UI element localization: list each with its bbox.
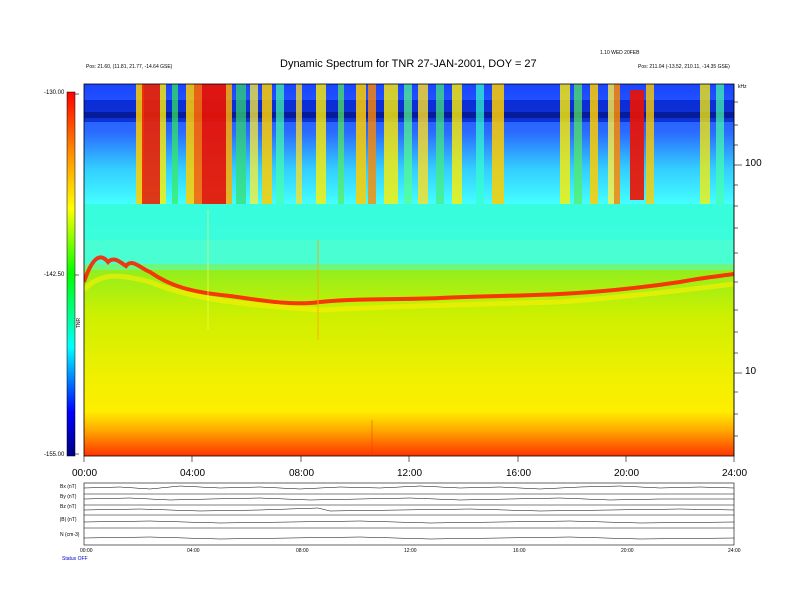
freq-axis-unit: kHz [738, 84, 747, 90]
time-tick-2400: 24:00 [722, 468, 748, 479]
panel-time-0000: 00:00 [80, 548, 93, 554]
series-btot [83, 520, 735, 524]
panel-label-by: By (nT) [60, 494, 77, 500]
footer-status: Status OFF [62, 556, 88, 562]
panel-label-n: N (cm-3) [60, 532, 80, 538]
panel-time-1200: 12:00 [404, 548, 417, 554]
time-tick-0800: 08:00 [289, 468, 315, 479]
freq-tick-100: 100 [745, 158, 762, 169]
panel-time-2400: 24:00 [728, 548, 741, 554]
panel-label-btot: |B| (nT) [60, 517, 77, 523]
time-tick-0000: 00:00 [72, 468, 98, 479]
header-right-line1: 1.10 WED 20FEB [600, 50, 640, 56]
time-tick-0400: 04:00 [180, 468, 206, 479]
burst-columns [136, 84, 724, 204]
header-right-position: Pos: 211.04 (-13.52, 210.11, -14.35 GSE) [638, 64, 730, 70]
colorbar [66, 91, 76, 457]
time-tick-1600: 16:00 [506, 468, 532, 479]
chart-title: Dynamic Spectrum for TNR 27-JAN-2001, DO… [280, 58, 537, 70]
panel-time-1600: 16:00 [513, 548, 526, 554]
plasma-line [84, 255, 734, 306]
spectrogram [84, 84, 734, 456]
bottom-panels [83, 482, 735, 546]
series-by [83, 497, 734, 501]
time-tick-2000: 20:00 [614, 468, 640, 479]
freq-tick-10: 10 [745, 366, 757, 377]
colorbar-tick-mid: -142.50 [44, 272, 65, 278]
time-axis [83, 456, 735, 462]
series-n [83, 536, 735, 540]
colorbar-tick-top: -130.00 [44, 90, 65, 96]
colorbar-tick-bottom: -155.00 [44, 452, 65, 458]
panel-time-0400: 04:00 [187, 548, 200, 554]
panel-time-2000: 20:00 [621, 548, 634, 554]
freq-axis [733, 84, 742, 456]
header-left-position: Pos: 21.60, (11.81, 21.77, -14.64 GSE) [86, 64, 173, 70]
series-bz [83, 507, 735, 512]
panel-time-0800: 08:00 [296, 548, 309, 554]
time-tick-1200: 12:00 [397, 468, 423, 479]
series-bx [83, 485, 735, 490]
panel-label-bz: Bz (nT) [60, 504, 77, 510]
panel-label-bx: Bx (nT) [60, 484, 77, 490]
